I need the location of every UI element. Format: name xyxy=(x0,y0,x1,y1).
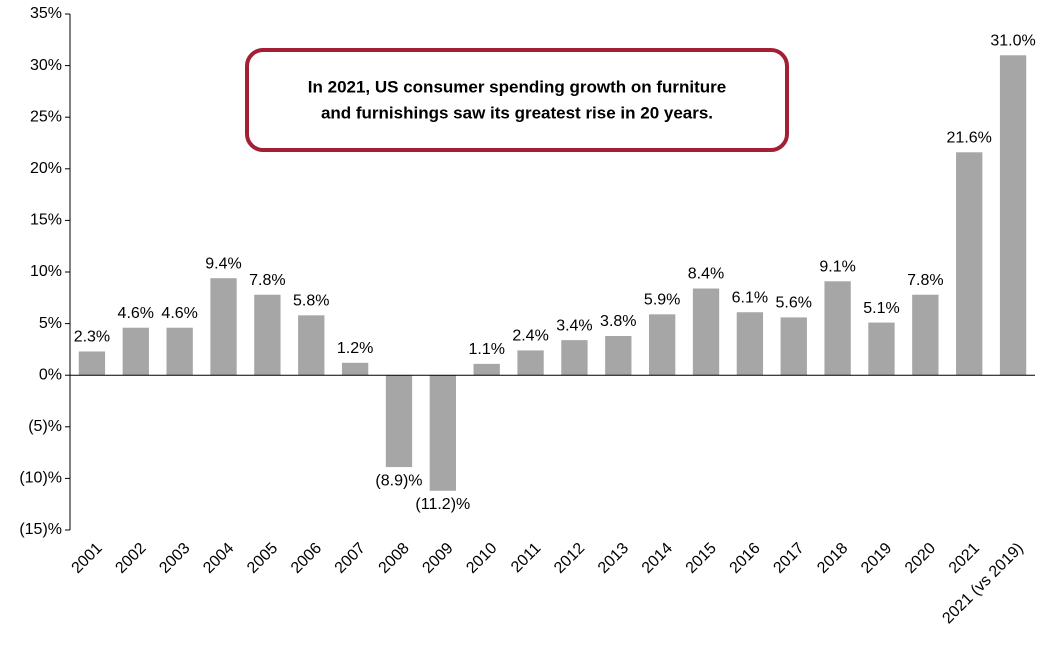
x-tick-label: 2008 xyxy=(376,540,413,577)
value-label: 4.6% xyxy=(161,305,197,322)
y-tick-label: 15% xyxy=(30,212,62,229)
value-label: 21.6% xyxy=(947,130,992,147)
x-tick-label: 2001 xyxy=(69,540,106,577)
value-label: 5.1% xyxy=(863,300,899,317)
x-tick-label: 2018 xyxy=(814,540,851,577)
value-label: 7.8% xyxy=(249,272,285,289)
x-tick-label: 2009 xyxy=(419,540,456,577)
value-label: 1.2% xyxy=(337,340,373,357)
annotation-box xyxy=(245,48,789,152)
x-tick-label: 2006 xyxy=(288,540,325,577)
annotation: and furnishings saw its greatest rise in… xyxy=(321,103,713,122)
bar xyxy=(254,294,281,376)
bar xyxy=(166,327,193,376)
y-tick-label: (10)% xyxy=(19,470,62,487)
x-tick-label: 2021 xyxy=(946,540,983,577)
value-label: 8.4% xyxy=(688,266,724,283)
value-label: 5.8% xyxy=(293,293,329,310)
value-label: 31.0% xyxy=(990,32,1035,49)
bar xyxy=(341,362,369,376)
x-tick-label: 2003 xyxy=(156,540,193,577)
y-tick-label: (5)% xyxy=(28,418,62,435)
value-label: 6.1% xyxy=(732,289,768,306)
x-tick-label: 2015 xyxy=(683,540,720,577)
value-label: 3.4% xyxy=(556,317,592,334)
y-tick-label: 30% xyxy=(30,57,62,74)
x-tick-label: 2010 xyxy=(463,540,500,577)
y-tick-label: 25% xyxy=(30,108,62,125)
bar xyxy=(473,363,500,376)
x-tick-label: 2020 xyxy=(902,540,939,577)
x-tick-label: 2017 xyxy=(770,540,807,577)
bar xyxy=(429,375,456,491)
bar xyxy=(780,317,807,376)
bar xyxy=(517,350,544,376)
value-label: (11.2)% xyxy=(415,496,470,513)
bar xyxy=(649,314,676,376)
bar xyxy=(912,294,939,376)
bar xyxy=(999,55,1027,376)
bar xyxy=(78,351,106,376)
x-tick-label: 2011 xyxy=(508,540,544,576)
y-tick-label: 0% xyxy=(39,366,62,383)
y-tick-label: 5% xyxy=(39,315,62,332)
bar xyxy=(692,288,720,376)
x-tick-label: 2021 (vs 2019) xyxy=(939,540,1027,628)
x-tick-label: 2013 xyxy=(595,540,632,577)
bar xyxy=(824,281,851,376)
bar xyxy=(298,315,325,376)
value-label: 9.1% xyxy=(819,259,855,276)
x-tick-label: 2016 xyxy=(727,540,764,577)
value-label: 5.6% xyxy=(776,295,812,312)
value-label: 2.3% xyxy=(74,329,110,346)
value-label: (8.9)% xyxy=(375,472,422,489)
value-label: 2.4% xyxy=(512,328,548,345)
value-label: 4.6% xyxy=(118,305,154,322)
bar xyxy=(385,375,413,468)
bar xyxy=(122,327,149,376)
x-tick-label: 2002 xyxy=(112,540,149,577)
bar xyxy=(210,278,237,376)
value-label: 7.8% xyxy=(907,272,943,289)
bar xyxy=(868,322,895,376)
y-tick-label: 20% xyxy=(30,160,62,177)
x-tick-label: 2005 xyxy=(244,540,281,577)
y-tick-label: 10% xyxy=(30,263,62,280)
x-tick-label: 2012 xyxy=(551,540,588,577)
y-tick-label: 35% xyxy=(30,5,62,22)
x-tick-label: 2014 xyxy=(639,540,676,577)
bar xyxy=(956,152,983,376)
bar xyxy=(605,335,632,376)
x-tick-label: 2004 xyxy=(200,540,237,577)
annotation: In 2021, US consumer spending growth on … xyxy=(308,77,726,96)
value-label: 5.9% xyxy=(644,292,680,309)
bar xyxy=(736,312,764,376)
x-tick-label: 2007 xyxy=(332,540,369,577)
value-label: 3.8% xyxy=(600,313,636,330)
bar xyxy=(561,340,588,376)
y-tick-label: (15)% xyxy=(19,521,62,538)
value-label: 9.4% xyxy=(205,255,241,272)
x-tick-label: 2019 xyxy=(858,540,895,577)
value-label: 1.1% xyxy=(468,341,504,358)
